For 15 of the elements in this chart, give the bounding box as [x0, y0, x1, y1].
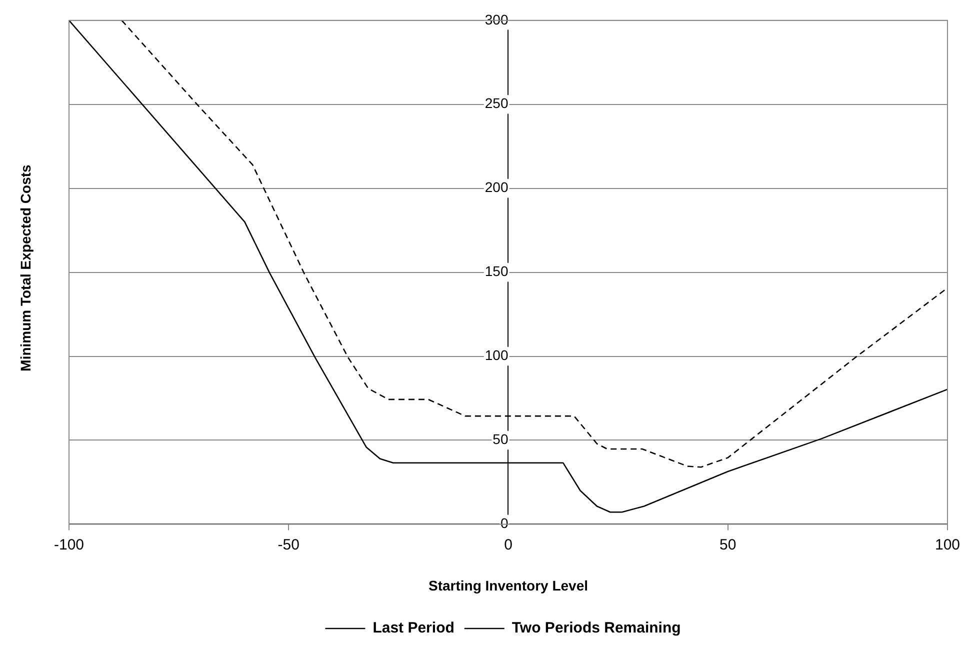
legend-label: Two Periods Remaining [512, 620, 681, 637]
y-tick-label: 100 [484, 347, 508, 364]
y-tick-label: 250 [484, 95, 508, 112]
y-tick-label: 300 [484, 11, 508, 28]
y-axis-title: Minimum Total Expected Costs [17, 164, 34, 372]
y-tick-label: 0 [500, 515, 508, 532]
x-tick-label: -50 [278, 536, 300, 554]
y-tick-label: 50 [492, 431, 508, 448]
y-tick-label: 200 [484, 179, 508, 196]
legend-label: Last Period [372, 620, 454, 637]
x-axis-title: Starting Inventory Level [428, 577, 588, 594]
x-tick-label: -100 [54, 536, 84, 554]
x-tick-label: 50 [720, 536, 736, 554]
y-tick-label: 150 [484, 263, 508, 280]
x-tick-label: 100 [934, 536, 960, 554]
